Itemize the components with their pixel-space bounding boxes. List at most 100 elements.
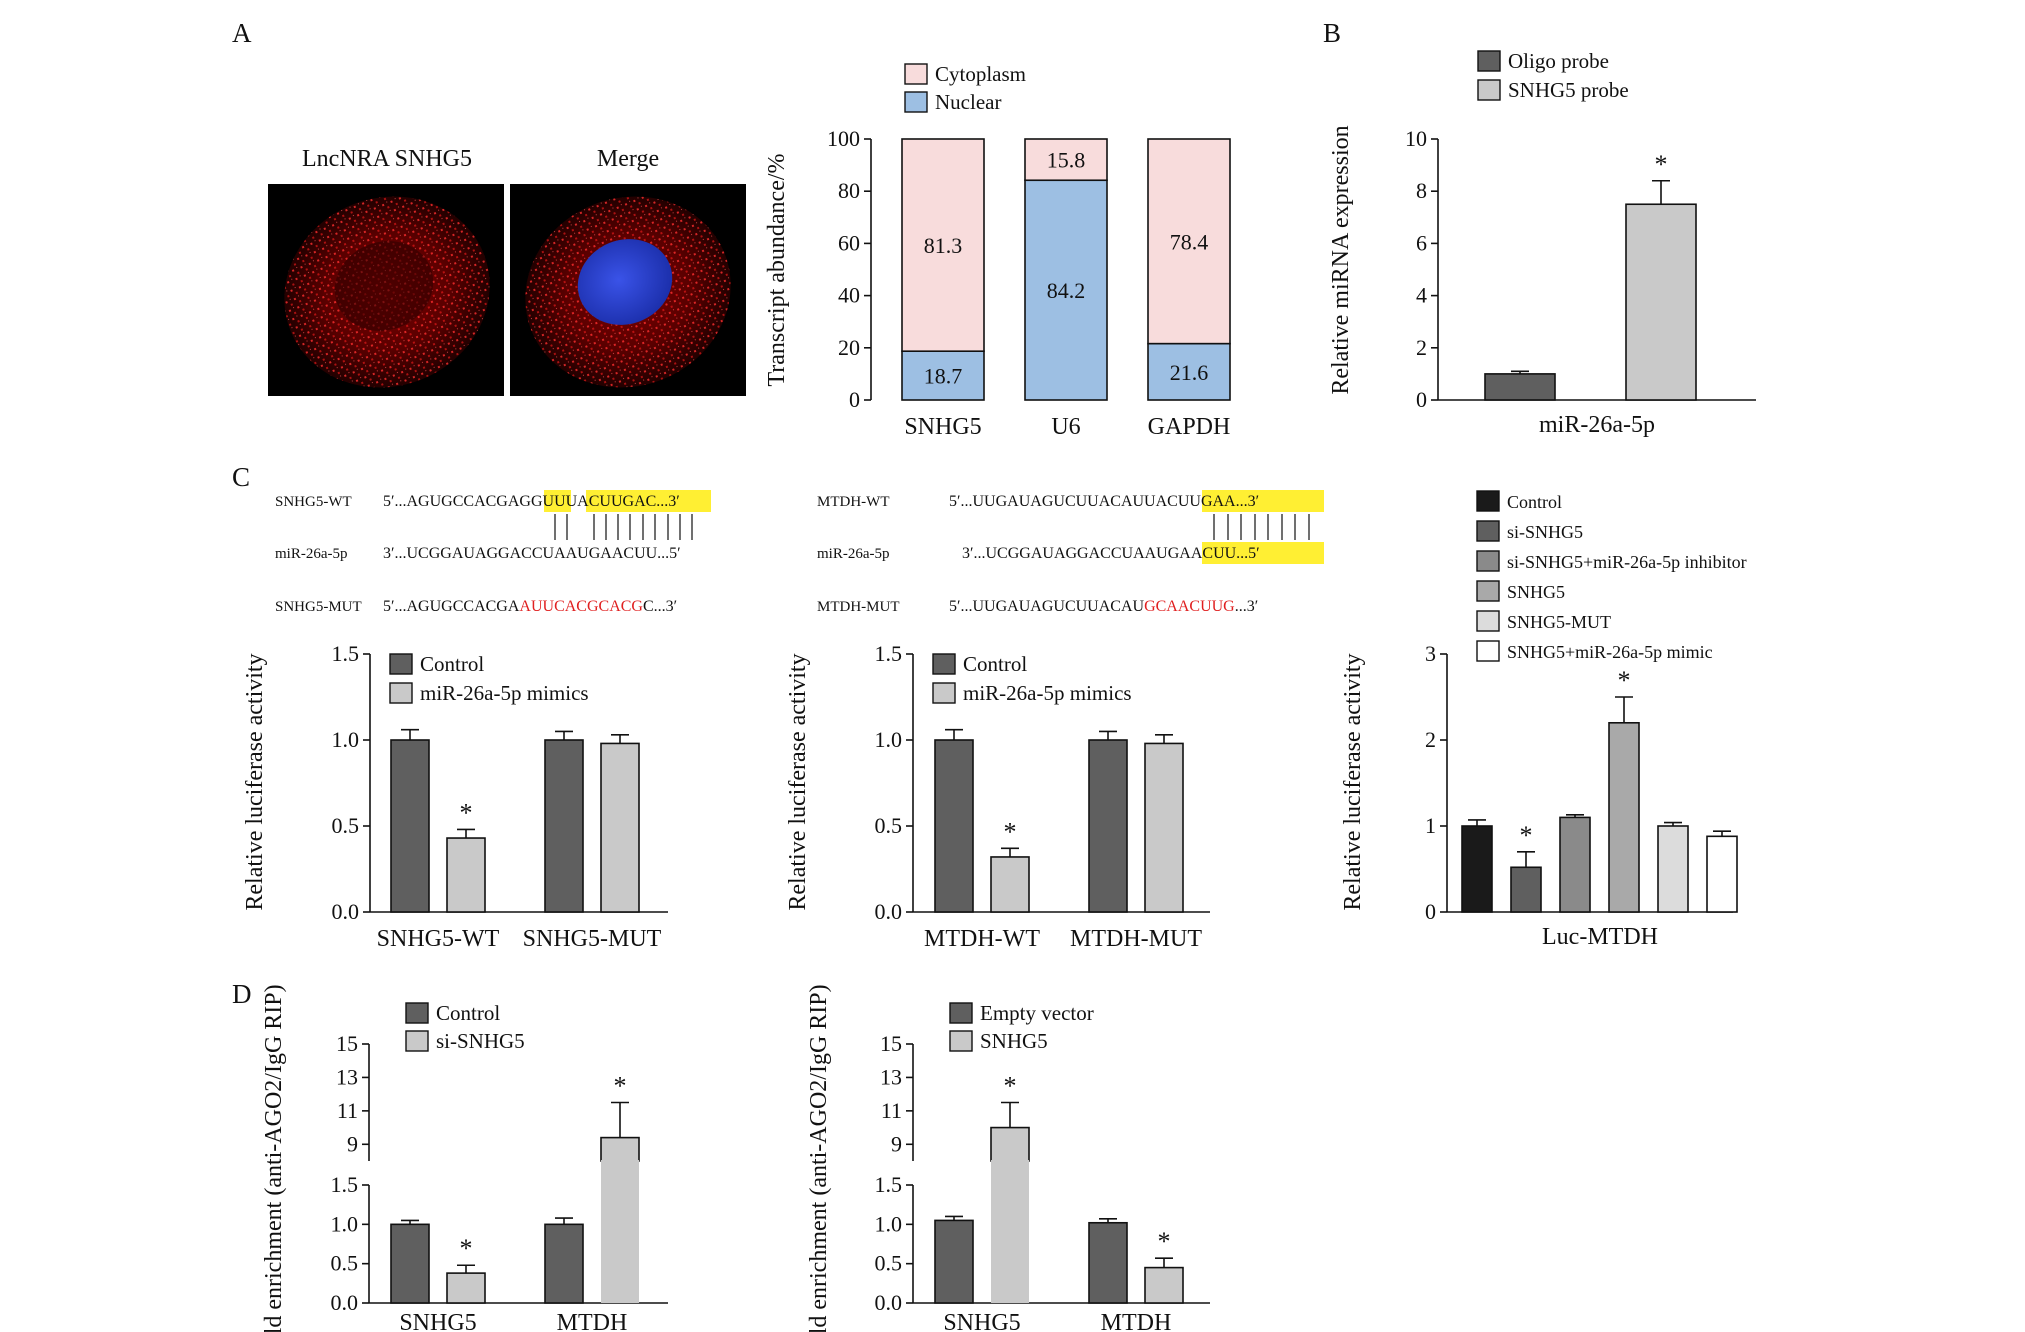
bar bbox=[990, 856, 1030, 913]
bar bbox=[390, 1223, 430, 1304]
x-tick-label: GAPDH bbox=[1148, 414, 1231, 440]
legend-label: SNHG5 bbox=[1507, 582, 1565, 602]
sequence-label: miR-26a-5p bbox=[275, 546, 348, 562]
sequence-label: miR-26a-5p bbox=[817, 546, 890, 562]
bar-upper-part bbox=[600, 1136, 640, 1162]
significance-marker: * bbox=[1004, 1072, 1017, 1101]
micrograph-group: LncNRA SNHG5 Merge bbox=[268, 146, 746, 396]
bar-cytoplasm bbox=[901, 138, 985, 352]
sequence-label: SNHG5-WT bbox=[275, 494, 352, 510]
significance-marker: * bbox=[614, 1072, 627, 1101]
y-axis-label: Fold enrichment (anti-AGO2/IgG RIP) bbox=[261, 984, 287, 1332]
sequence-text: 3′...UCGGAUAGGACCUAAUGAACUU...5′ bbox=[962, 545, 1260, 562]
bar-nuclear bbox=[1147, 342, 1231, 401]
legend-label: Nuclear bbox=[935, 90, 1001, 114]
bar-nuclear bbox=[1024, 179, 1108, 401]
sequence-suffix: ...3′ bbox=[1235, 598, 1259, 615]
panel-label-c: C bbox=[232, 462, 250, 492]
x-tick-label: SNHG5 bbox=[943, 1310, 1020, 1332]
legend-swatch bbox=[389, 682, 413, 704]
sequence-text: 3′...UCGGAUAGGACCUAAUGAACUU...5′ bbox=[383, 545, 681, 562]
sequence-prefix: 5′...UUGAUAGUCUUACAU bbox=[949, 598, 1145, 615]
y-tick-label: 1.0 bbox=[332, 727, 360, 752]
chart-c-luciferase-snhg5: Control miR-26a-5p mimics 0.0 0.5 1.0 1.5 Rela… bbox=[242, 641, 668, 952]
legend-label: Control bbox=[963, 652, 1027, 676]
y-tick-label: 0.5 bbox=[875, 813, 903, 838]
bar-cytoplasm bbox=[1147, 138, 1231, 345]
y-tick-label: 1.0 bbox=[875, 1211, 903, 1236]
x-tick-label: SNHG5-WT bbox=[377, 926, 500, 952]
legend-label: si-SNHG5 bbox=[1507, 522, 1583, 542]
bar bbox=[1625, 203, 1697, 401]
y-tick-label: 80 bbox=[838, 178, 860, 203]
legend-swatch bbox=[1476, 520, 1500, 542]
y-axis-label: Fold enrichment (anti-AGO2/IgG RIP) bbox=[806, 984, 832, 1332]
y-tick-label: 3 bbox=[1425, 641, 1436, 666]
chart-d-rip-overexpression: Empty vector SNHG5 9 11 13 15 0.0 0.5 1.0 1.5 Fold… bbox=[806, 984, 1210, 1332]
legend-swatch bbox=[1476, 580, 1500, 602]
bar bbox=[1461, 825, 1493, 913]
sequence-prefix: 5′...AGUGCCACGA bbox=[383, 598, 520, 615]
legend-label: SNHG5 bbox=[980, 1029, 1048, 1053]
y-axis-label: Transcript abundance/% bbox=[764, 153, 790, 386]
bar-lower-part bbox=[991, 1185, 1029, 1303]
legend-swatch bbox=[932, 682, 956, 704]
legend-swatch bbox=[1477, 79, 1501, 101]
y-tick-label: 1.5 bbox=[331, 1172, 359, 1197]
bar-nuclear bbox=[901, 350, 985, 401]
y-tick-label: 13 bbox=[336, 1064, 358, 1089]
sequence-text: 5′...AGUGCCACGAGGUUUACUUGAC...3′ bbox=[383, 493, 680, 510]
y-tick-label: 8 bbox=[1416, 178, 1427, 203]
y-tick-label: 0 bbox=[1425, 899, 1436, 924]
chart-a-transcript-fraction: Cytoplasm Nuclear 0 20 40 60 80 100 Transcript a… bbox=[764, 62, 1231, 440]
y-tick-label: 9 bbox=[891, 1131, 902, 1156]
x-tick-label: MTDH bbox=[1101, 1310, 1172, 1332]
significance-marker: * bbox=[1158, 1227, 1171, 1256]
y-tick-label: 15 bbox=[336, 1031, 358, 1056]
sequence-label: MTDH-WT bbox=[817, 494, 889, 510]
y-tick-label: 0.0 bbox=[332, 899, 360, 924]
significance-marker: * bbox=[1004, 817, 1017, 846]
y-tick-label: 11 bbox=[337, 1098, 358, 1123]
legend-swatch bbox=[1476, 490, 1500, 512]
data-label: 78.4 bbox=[1170, 229, 1209, 254]
sequence-highlight bbox=[544, 490, 571, 512]
x-tick-label: SNHG5-MUT bbox=[523, 926, 662, 952]
y-tick-label: 9 bbox=[347, 1131, 358, 1156]
bar bbox=[600, 742, 640, 913]
bar-cytoplasm bbox=[1024, 138, 1108, 182]
x-tick-label: MTDH bbox=[557, 1310, 628, 1332]
sequence-alignment-snhg5: SNHG5-WT 5′...AGUGCCACGAGGUUUACUUGAC...3′… bbox=[275, 490, 711, 615]
data-label: 81.3 bbox=[924, 233, 963, 258]
x-tick-label: SNHG5 bbox=[904, 414, 981, 440]
legend-swatch bbox=[932, 653, 956, 675]
bar bbox=[1088, 739, 1128, 913]
legend-swatch bbox=[904, 91, 928, 113]
y-tick-label: 1.0 bbox=[875, 727, 903, 752]
bar bbox=[1144, 1266, 1184, 1304]
legend-label: Control bbox=[1507, 492, 1562, 512]
micrograph-merge-image bbox=[510, 184, 746, 396]
legend-label: Control bbox=[436, 1001, 500, 1025]
bar bbox=[1559, 816, 1591, 913]
micrograph-title-merge: Merge bbox=[597, 146, 659, 172]
legend-swatch bbox=[949, 1030, 973, 1052]
legend-swatch bbox=[904, 63, 928, 85]
legend-label: SNHG5 probe bbox=[1508, 78, 1629, 102]
legend-label: Control bbox=[420, 652, 484, 676]
y-tick-label: 0.0 bbox=[331, 1290, 359, 1315]
data-label: 15.8 bbox=[1047, 148, 1086, 173]
y-tick-label: 6 bbox=[1416, 230, 1427, 255]
sequence-suffix: C...3′ bbox=[643, 598, 677, 615]
y-tick-label: 1.0 bbox=[331, 1211, 359, 1236]
legend-label: si-SNHG5+miR-26a-5p inhibitor bbox=[1507, 552, 1747, 572]
sequence-mutation: AUUCACGCACG bbox=[519, 598, 643, 615]
bar bbox=[934, 1219, 974, 1304]
significance-marker: * bbox=[460, 798, 473, 827]
chart-b-pulldown: Oligo probe SNHG5 probe 0 2 4 6 8 10 Relative mi… bbox=[1328, 49, 1756, 438]
y-tick-label: 1.5 bbox=[875, 641, 903, 666]
y-tick-label: 0.5 bbox=[875, 1251, 903, 1276]
y-tick-label: 15 bbox=[880, 1031, 902, 1056]
y-tick-label: 0 bbox=[849, 387, 860, 412]
y-axis-label: Relative luciferase activity bbox=[1340, 653, 1366, 910]
